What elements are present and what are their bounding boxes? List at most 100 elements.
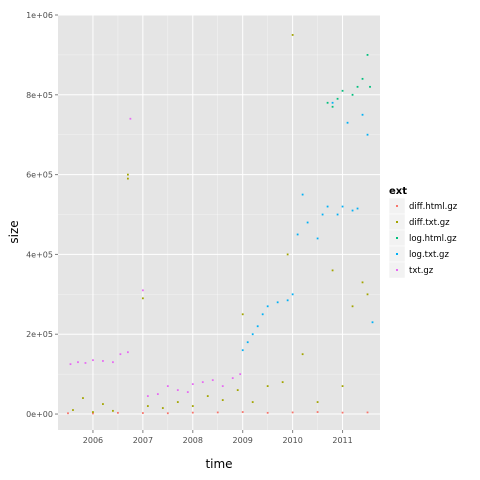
x-axis: 2006 2007 2008 2009 2010 2011 bbox=[83, 430, 353, 445]
legend-title: ext bbox=[389, 186, 407, 197]
data-point bbox=[261, 313, 264, 316]
data-point bbox=[251, 333, 254, 336]
data-point bbox=[341, 89, 344, 92]
data-point bbox=[241, 411, 244, 413]
data-point bbox=[211, 379, 214, 382]
data-point bbox=[112, 409, 114, 412]
data-point bbox=[321, 213, 324, 216]
data-point bbox=[291, 411, 294, 414]
data-point bbox=[191, 411, 194, 414]
data-point bbox=[356, 207, 359, 210]
legend-label: diff.txt.gz bbox=[409, 218, 450, 228]
y-tick-label: 6e+05 bbox=[26, 171, 53, 180]
data-point bbox=[191, 405, 194, 407]
data-point bbox=[176, 401, 179, 403]
data-point bbox=[361, 77, 364, 80]
data-point bbox=[351, 305, 354, 308]
data-point bbox=[92, 411, 94, 413]
data-point bbox=[366, 133, 369, 136]
data-point bbox=[166, 412, 169, 415]
data-point bbox=[351, 209, 354, 212]
data-point bbox=[241, 313, 244, 316]
data-point bbox=[241, 349, 244, 352]
data-point bbox=[266, 411, 269, 414]
y-axis-label: size bbox=[7, 220, 21, 243]
x-tick-label: 2010 bbox=[282, 436, 302, 445]
data-point bbox=[341, 385, 344, 388]
data-point bbox=[117, 411, 119, 414]
y-axis: 0e+00 2e+05 4e+05 6e+05 8e+05 1e+06 bbox=[26, 11, 58, 419]
legend-label: txt.gz bbox=[409, 266, 434, 276]
data-point bbox=[92, 359, 94, 362]
data-point bbox=[286, 299, 289, 302]
data-point bbox=[129, 117, 132, 120]
x-tick-label: 2011 bbox=[332, 436, 352, 445]
data-point bbox=[186, 391, 189, 393]
data-point bbox=[331, 269, 334, 272]
x-tick-label: 2007 bbox=[133, 436, 153, 445]
data-point bbox=[316, 401, 319, 403]
data-point bbox=[291, 293, 294, 296]
data-point bbox=[346, 121, 349, 124]
data-point bbox=[369, 85, 371, 88]
legend-swatch bbox=[396, 253, 398, 255]
data-point bbox=[286, 253, 289, 256]
x-axis-label: time bbox=[205, 457, 232, 471]
data-point bbox=[82, 397, 84, 399]
data-point bbox=[316, 411, 319, 413]
y-tick-label: 4e+05 bbox=[26, 250, 53, 259]
data-point bbox=[296, 233, 299, 236]
legend-label: log.txt.gz bbox=[409, 250, 449, 260]
data-point bbox=[221, 385, 224, 388]
y-tick-label: 0e+00 bbox=[26, 410, 53, 419]
data-point bbox=[166, 385, 169, 388]
legend-label: log.html.gz bbox=[409, 234, 457, 244]
data-point bbox=[92, 412, 94, 415]
data-point bbox=[366, 411, 369, 414]
data-point bbox=[236, 389, 239, 391]
data-points bbox=[67, 34, 374, 415]
data-point bbox=[341, 411, 344, 414]
data-point bbox=[72, 409, 74, 411]
data-point bbox=[191, 383, 194, 386]
data-point bbox=[326, 101, 329, 104]
data-point bbox=[102, 360, 104, 362]
x-tick-label: 2008 bbox=[183, 436, 203, 445]
data-point bbox=[316, 237, 319, 240]
data-point bbox=[221, 399, 224, 401]
data-point bbox=[301, 353, 304, 356]
data-point bbox=[341, 205, 344, 208]
x-tick-label: 2009 bbox=[233, 436, 253, 445]
data-point bbox=[266, 305, 269, 308]
data-point bbox=[84, 362, 87, 364]
data-point bbox=[361, 281, 364, 284]
data-point bbox=[276, 301, 279, 304]
data-point bbox=[126, 177, 129, 180]
data-point bbox=[69, 363, 72, 366]
data-point bbox=[246, 341, 249, 344]
data-point bbox=[336, 97, 339, 100]
data-point bbox=[306, 221, 309, 224]
data-point bbox=[351, 93, 354, 96]
data-point bbox=[291, 34, 294, 36]
data-point bbox=[146, 395, 149, 397]
data-point bbox=[336, 213, 339, 216]
data-point bbox=[371, 321, 374, 324]
data-point bbox=[281, 381, 284, 384]
data-point bbox=[361, 113, 364, 116]
data-point bbox=[146, 405, 149, 407]
data-point bbox=[176, 389, 179, 391]
data-point bbox=[301, 193, 304, 196]
data-point bbox=[102, 403, 104, 405]
y-tick-label: 8e+05 bbox=[26, 91, 53, 100]
data-point bbox=[201, 381, 204, 384]
data-point bbox=[126, 351, 129, 354]
legend-swatch bbox=[396, 221, 398, 223]
x-tick-label: 2006 bbox=[83, 436, 103, 445]
data-point bbox=[216, 411, 219, 414]
data-point bbox=[356, 85, 359, 88]
data-point bbox=[126, 173, 129, 176]
data-point bbox=[251, 401, 254, 403]
y-tick-label: 1e+06 bbox=[26, 11, 53, 20]
